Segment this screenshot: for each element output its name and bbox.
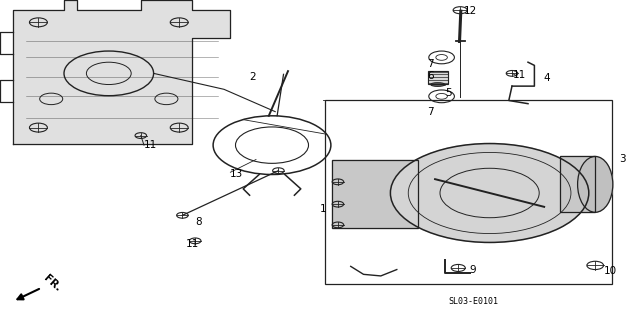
Text: 10: 10 <box>604 266 616 276</box>
Bar <box>560 156 595 212</box>
Text: 8: 8 <box>195 217 202 227</box>
Text: 9: 9 <box>469 264 476 275</box>
Text: 11: 11 <box>144 140 157 150</box>
Text: 1: 1 <box>320 204 326 214</box>
Text: SL03-E0101: SL03-E0101 <box>449 297 499 306</box>
Text: 2: 2 <box>250 71 256 82</box>
Polygon shape <box>13 0 230 144</box>
Bar <box>560 156 595 212</box>
Bar <box>428 71 448 84</box>
Circle shape <box>390 144 589 242</box>
Text: 4: 4 <box>544 73 550 83</box>
Text: FR.: FR. <box>42 273 63 293</box>
Bar <box>332 160 418 228</box>
Text: 11: 11 <box>186 239 198 249</box>
Text: 12: 12 <box>464 6 477 16</box>
Text: 13: 13 <box>230 169 243 179</box>
Text: 7: 7 <box>427 59 433 69</box>
Bar <box>428 71 448 84</box>
Text: 5: 5 <box>445 87 451 98</box>
Bar <box>332 160 418 228</box>
Text: 3: 3 <box>619 154 625 165</box>
Text: 7: 7 <box>427 107 433 117</box>
Text: 11: 11 <box>513 70 526 80</box>
Text: 6: 6 <box>427 71 433 81</box>
Ellipse shape <box>578 157 613 212</box>
Bar <box>325 100 612 284</box>
